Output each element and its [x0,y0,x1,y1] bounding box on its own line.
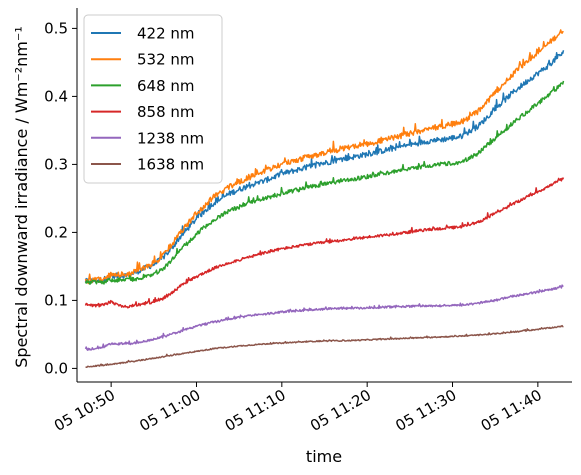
x-axis-label: time [306,447,342,466]
x-tick-label: 05 11:30 [392,386,459,435]
y-ticks: 0.0 0.1 0.2 0.3 0.4 0.5 [44,19,77,377]
x-tick-label: 05 11:40 [478,386,545,435]
legend-label: 532 nm [137,51,195,69]
legend: 422 nm 532 nm 648 nm 858 nm 1238 nm 1638 nm [84,15,222,183]
y-tick-label: 0.5 [44,19,68,37]
legend-label: 1638 nm [137,156,204,174]
x-tick-label: 05 11:10 [222,386,289,435]
series-line-1638-nm [86,326,564,368]
legend-label: 1238 nm [137,129,204,147]
y-axis-label: Spectral downward irradiance / Wm⁻²nm⁻¹ [12,26,31,367]
y-tick-label: 0.0 [44,359,68,377]
x-tick-label: 05 11:20 [307,386,374,435]
legend-label: 858 nm [137,103,195,121]
y-tick-label: 0.2 [44,223,68,241]
x-tick-label: 05 11:00 [136,386,203,435]
y-tick-label: 0.4 [44,87,68,105]
legend-label: 422 nm [137,25,195,43]
y-tick-label: 0.1 [44,291,68,309]
series-line-858-nm [86,178,564,308]
y-tick-label: 0.3 [44,155,68,173]
x-tick-label: 05 10:50 [51,386,118,435]
x-ticks: 05 10:50 05 11:00 05 11:10 05 11:20 05 11:30… [51,382,545,435]
legend-label: 648 nm [137,77,195,95]
